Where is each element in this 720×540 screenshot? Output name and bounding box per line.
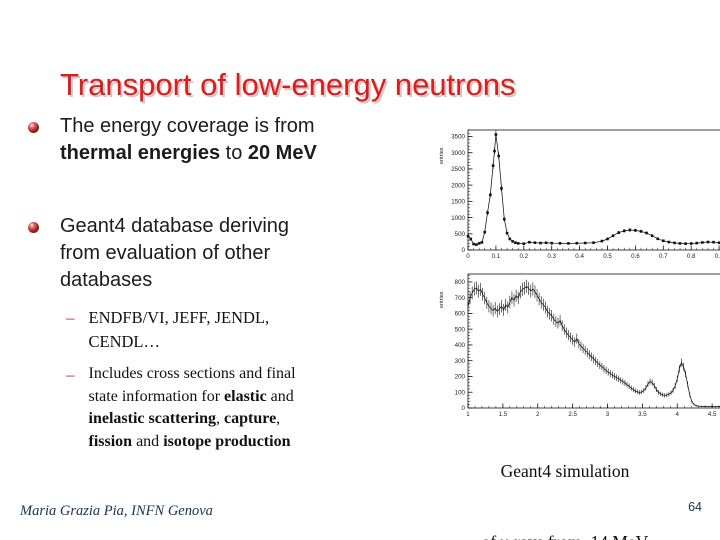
- svg-text:2000: 2000: [451, 182, 465, 189]
- svg-text:1000: 1000: [451, 215, 465, 222]
- svg-text:600: 600: [455, 311, 466, 318]
- svg-text:800: 800: [455, 279, 466, 286]
- page-title: Transport of low-energy neutrons: [60, 66, 516, 102]
- svg-text:2: 2: [536, 411, 540, 418]
- svg-text:400: 400: [455, 342, 466, 349]
- svg-text:0: 0: [462, 405, 466, 412]
- sub-bullet-list: – ENDFB/VI, JEFF, JENDL, CENDL… – Include…: [66, 306, 376, 462]
- svg-text:500: 500: [455, 326, 466, 333]
- svg-text:0.4: 0.4: [575, 253, 584, 260]
- footer-author: Maria Grazia Pia, INFN Genova: [20, 503, 213, 519]
- bullet-item-energy-coverage: The energy coverage is from thermal energ…: [28, 113, 388, 167]
- svg-text:1: 1: [466, 411, 470, 418]
- bullet-text-energy-coverage: The energy coverage is from thermal energ…: [60, 115, 317, 164]
- caption-line: of γ-rays from 14 MeV: [416, 531, 714, 540]
- svg-text:3500: 3500: [451, 134, 465, 141]
- svg-text:0.5: 0.5: [603, 253, 612, 260]
- svg-text:0: 0: [462, 247, 466, 254]
- svg-text:3: 3: [606, 411, 610, 418]
- svg-text:0.6: 0.6: [631, 253, 640, 260]
- svg-text:0.7: 0.7: [659, 253, 668, 260]
- sub-bullet-text-databases: ENDFB/VI, JEFF, JENDL, CENDL…: [88, 308, 270, 351]
- svg-text:0.2: 0.2: [519, 253, 528, 260]
- svg-text:500: 500: [455, 231, 466, 238]
- svg-text:0.9: 0.9: [715, 253, 720, 260]
- sub-bullet-item-cross-sections: – Includes cross sections and final state…: [66, 363, 376, 453]
- svg-text:2.5: 2.5: [568, 411, 577, 418]
- svg-text:2500: 2500: [451, 166, 465, 173]
- svg-text:3000: 3000: [451, 150, 465, 157]
- svg-text:4.5: 4.5: [708, 411, 717, 418]
- svg-text:4: 4: [676, 411, 680, 418]
- caption-line: Geant4 simulation: [500, 461, 630, 481]
- svg-text:200: 200: [455, 374, 466, 381]
- svg-text:entries: entries: [439, 147, 445, 164]
- page-number: 64: [688, 500, 702, 514]
- dash-icon: –: [66, 308, 75, 327]
- bullet-ball-icon: [28, 222, 39, 233]
- svg-text:0.3: 0.3: [547, 253, 556, 260]
- svg-text:300: 300: [455, 358, 466, 365]
- sub-bullet-item-databases: – ENDFB/VI, JEFF, JENDL, CENDL…: [66, 306, 376, 354]
- svg-text:700: 700: [455, 295, 466, 302]
- svg-text:0.8: 0.8: [687, 253, 696, 260]
- svg-text:1.5: 1.5: [499, 411, 508, 418]
- svg-text:0: 0: [466, 253, 470, 260]
- sub-bullet-text-cross-sections: Includes cross sections and final state i…: [88, 365, 296, 450]
- bullet-ball-icon: [28, 122, 39, 133]
- dash-icon: –: [66, 365, 75, 384]
- bullet-text-geant4-database: Geant4 database deriving from evaluation …: [60, 215, 290, 291]
- gamma-spectrum-chart-high-energy: 11.522.533.544.5501002003004005006007008…: [436, 266, 720, 426]
- chart-caption: Geant4 simulation of γ-rays from 14 MeV …: [416, 413, 714, 540]
- svg-text:entries: entries: [439, 291, 445, 308]
- svg-text:3.5: 3.5: [638, 411, 647, 418]
- svg-text:1500: 1500: [451, 199, 465, 206]
- svg-text:100: 100: [455, 389, 466, 396]
- bullet-item-geant4-database: Geant4 database deriving from evaluation …: [28, 213, 388, 294]
- svg-text:0.1: 0.1: [492, 253, 501, 260]
- gamma-spectrum-chart-low-energy: 00.10.20.30.40.50.60.70.80.9105001000150…: [436, 122, 720, 268]
